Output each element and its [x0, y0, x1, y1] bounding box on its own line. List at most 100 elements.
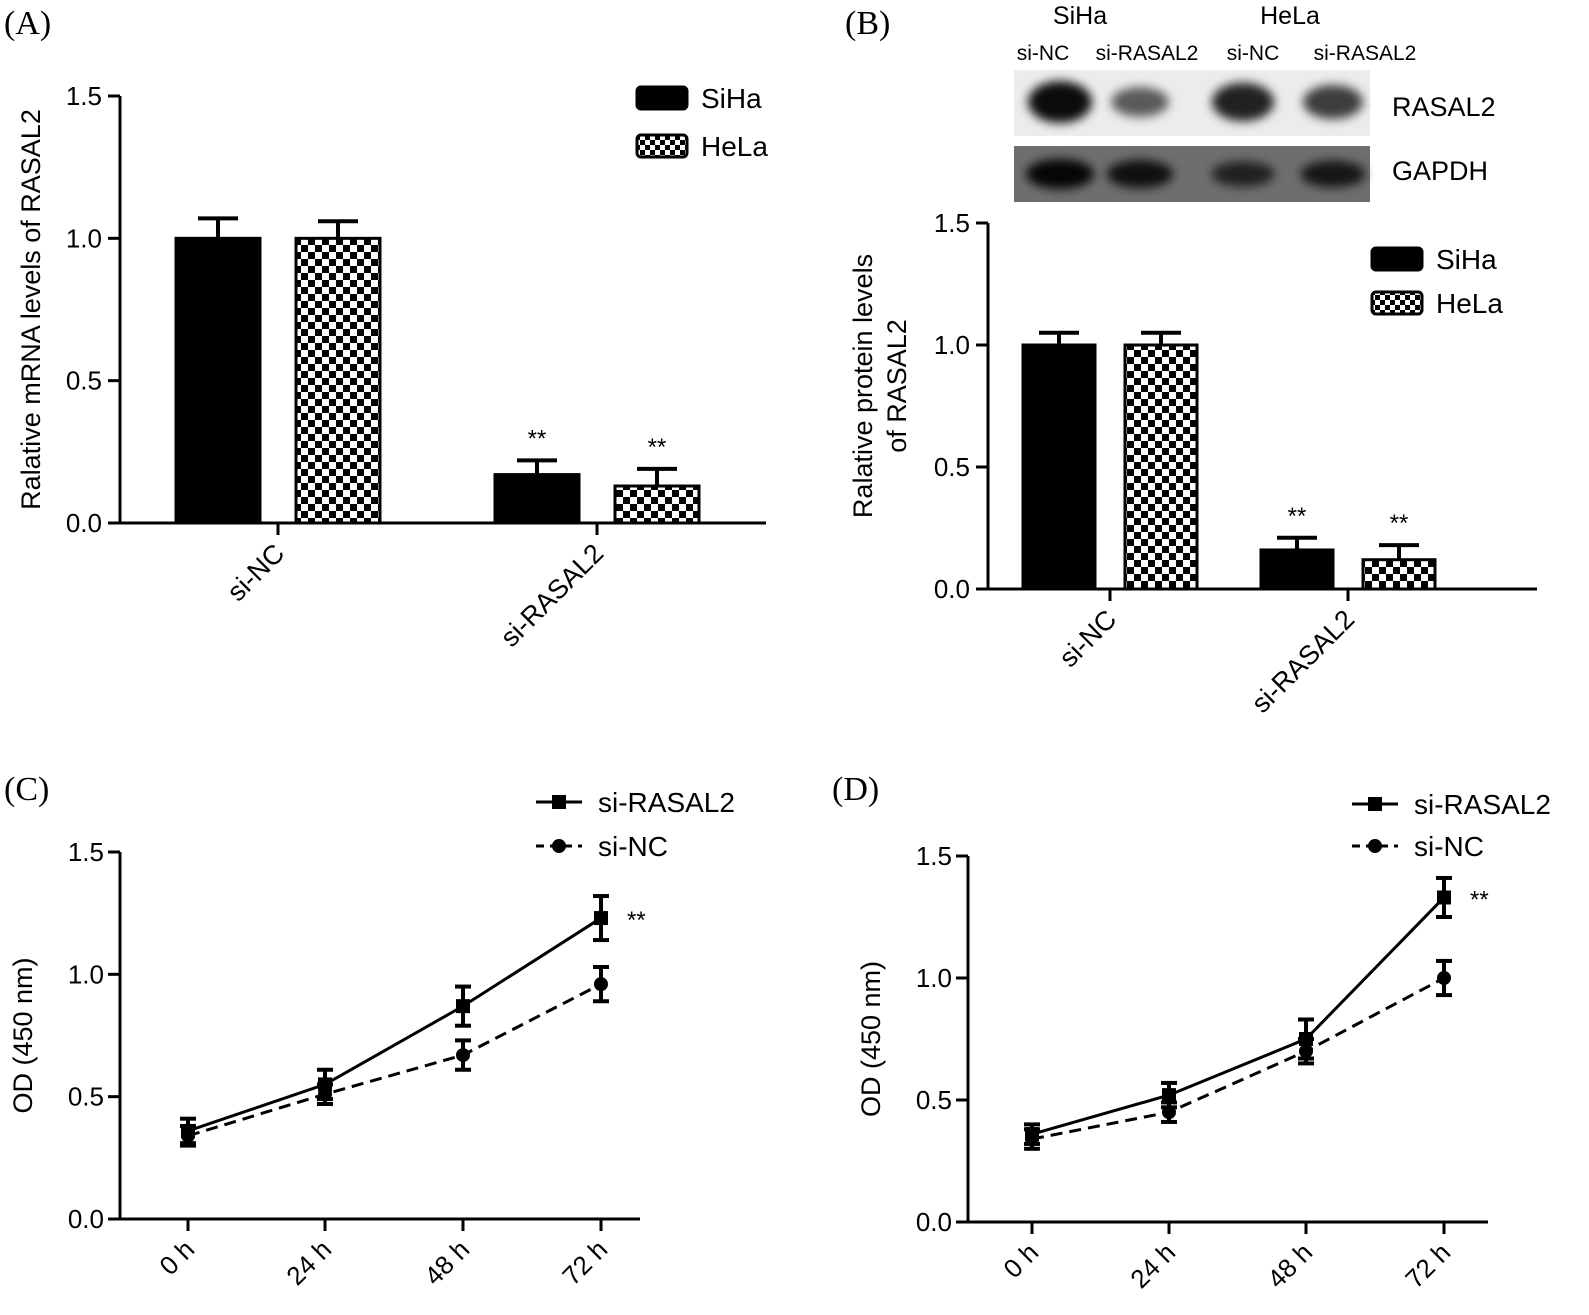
- significance-label: **: [1288, 503, 1307, 530]
- data-point-square: [1162, 1088, 1176, 1103]
- y-axis-title: OD (450 nm): [856, 961, 886, 1117]
- data-point-circle: [181, 1128, 195, 1143]
- blot-lane-label: si-RASAL2: [1314, 42, 1417, 65]
- y-tick-label: 0.0: [66, 508, 102, 538]
- y-tick-label: 1.5: [916, 841, 952, 871]
- bar: [1021, 343, 1097, 591]
- legend-label: si-NC: [1414, 831, 1484, 862]
- bar: [613, 484, 701, 525]
- chart-d-od-line: 0.0 0.5 1.0 1.5 OD (450 nm) 0 h 24 h 48 h 72 h **…: [856, 789, 1551, 1294]
- legend-label: HeLa: [1436, 288, 1503, 319]
- legend-label: SiHa: [701, 83, 762, 114]
- bar: [1361, 558, 1437, 591]
- legend-label: HeLa: [701, 131, 768, 162]
- legend-label: SiHa: [1436, 244, 1497, 275]
- y-axis-title: Ralative mRNA levels of RASAL2: [16, 109, 46, 510]
- data-point-circle: [1299, 1044, 1313, 1059]
- x-tick-label: si-NC: [1053, 604, 1122, 673]
- blot-lane-label: si-RASAL2: [1096, 42, 1199, 65]
- panel-label-c: (C): [4, 771, 49, 808]
- y-tick-label: 0.5: [916, 1085, 952, 1115]
- blot-row-label-rasal2: RASAL2: [1392, 92, 1496, 122]
- blot-band-rasal2: [1303, 84, 1363, 120]
- y-tick-label: 1.5: [68, 837, 104, 867]
- blot-band-rasal2: [1028, 81, 1092, 123]
- x-tick-label: si-RASAL2: [1246, 604, 1361, 719]
- legend-marker-square: [552, 795, 566, 809]
- x-tick-label: 72 h: [1399, 1237, 1456, 1294]
- significance-label: **: [648, 434, 667, 461]
- y-axis-title: OD (450 nm): [8, 957, 38, 1113]
- x-tick-label: 48 h: [418, 1234, 475, 1291]
- legend-marker-square: [1368, 797, 1382, 811]
- legend-label: si-RASAL2: [598, 787, 735, 818]
- series-line-si-RASAL2: [187, 916, 602, 1133]
- significance-label: **: [627, 907, 646, 934]
- y-tick-label: 0.0: [916, 1207, 952, 1237]
- blot-band-gapdh: [1106, 159, 1174, 189]
- y-tick-label: 0.0: [934, 574, 970, 604]
- panel-label-b: (B): [845, 5, 890, 42]
- x-tick-label: si-RASAL2: [495, 538, 610, 653]
- y-tick-label: 1.5: [66, 81, 102, 111]
- significance-label: **: [528, 425, 547, 452]
- y-tick-label: 0.5: [68, 1082, 104, 1112]
- blot-band-rasal2: [1211, 82, 1275, 122]
- series-line-si-NC: [1031, 976, 1445, 1141]
- panel-label-a: (A): [4, 5, 51, 42]
- legend-label: si-RASAL2: [1414, 789, 1551, 820]
- x-tick-label: 0 h: [153, 1234, 200, 1281]
- data-point-square: [1437, 890, 1451, 905]
- blot-band-gapdh: [1026, 159, 1094, 189]
- legend-marker-circle: [552, 839, 566, 853]
- blot-lane-label: si-NC: [1227, 42, 1280, 65]
- legend-swatch: [1370, 246, 1424, 272]
- y-axis-title: of RASAL2: [882, 319, 912, 453]
- blot-cell-line-siha: SiHa: [1053, 2, 1107, 30]
- significance-label: **: [1470, 886, 1489, 913]
- legend-swatch: [635, 85, 689, 111]
- data-point-circle: [318, 1087, 332, 1102]
- x-tick-label: 48 h: [1261, 1237, 1318, 1294]
- bar: [174, 236, 262, 525]
- panel-label-d: (D): [832, 771, 879, 808]
- y-tick-label: 0.5: [934, 452, 970, 482]
- blot-band-rasal2: [1111, 87, 1169, 117]
- data-point-circle: [1025, 1132, 1039, 1147]
- blot-row-label-gapdh: GAPDH: [1392, 156, 1488, 186]
- blot-cell-line-hela: HeLa: [1260, 2, 1320, 30]
- x-tick-label: 24 h: [280, 1234, 337, 1291]
- x-tick-label: 24 h: [1124, 1237, 1181, 1294]
- blot-band-gapdh: [1211, 161, 1275, 187]
- bar: [1123, 343, 1199, 591]
- series-line-si-NC: [187, 982, 602, 1138]
- data-point-circle: [594, 977, 608, 992]
- western-blot: SiHa HeLa si-NC si-RASAL2 si-NC si-RASAL…: [1014, 2, 1496, 202]
- data-point-circle: [456, 1048, 470, 1063]
- data-point-square: [594, 911, 608, 926]
- y-tick-label: 1.0: [934, 330, 970, 360]
- x-tick-label: 0 h: [997, 1237, 1044, 1284]
- data-point-circle: [1162, 1105, 1176, 1120]
- chart-c-od-line: 0.0 0.5 1.0 1.5 OD (450 nm) 0 h 24 h 48 h 72 h **…: [8, 787, 735, 1291]
- bar: [493, 473, 581, 525]
- chart-a-mrna-bar: 0.0 0.5 1.0 1.5 Ralative mRNA levels of RASA…: [16, 81, 768, 653]
- data-point-circle: [1437, 971, 1451, 985]
- chart-b-protein-bar: 0.0 0.5 1.0 1.5 Ralative protein levels of RA…: [848, 208, 1537, 719]
- x-tick-label: si-NC: [221, 538, 290, 607]
- y-tick-label: 1.0: [66, 223, 102, 253]
- y-tick-label: 0.5: [66, 366, 102, 396]
- blot-lane-label: si-NC: [1017, 42, 1070, 65]
- y-axis-title: Ralative protein levels: [848, 254, 878, 518]
- y-tick-label: 0.0: [68, 1204, 104, 1234]
- y-tick-label: 1.0: [68, 959, 104, 989]
- legend-swatch: [1370, 290, 1424, 316]
- legend-label: si-NC: [598, 831, 668, 862]
- x-tick-label: 72 h: [556, 1234, 613, 1291]
- data-point-square: [456, 999, 470, 1014]
- y-tick-label: 1.5: [934, 208, 970, 238]
- legend-marker-circle: [1368, 839, 1382, 853]
- legend-swatch: [635, 133, 689, 159]
- significance-label: **: [1390, 510, 1409, 537]
